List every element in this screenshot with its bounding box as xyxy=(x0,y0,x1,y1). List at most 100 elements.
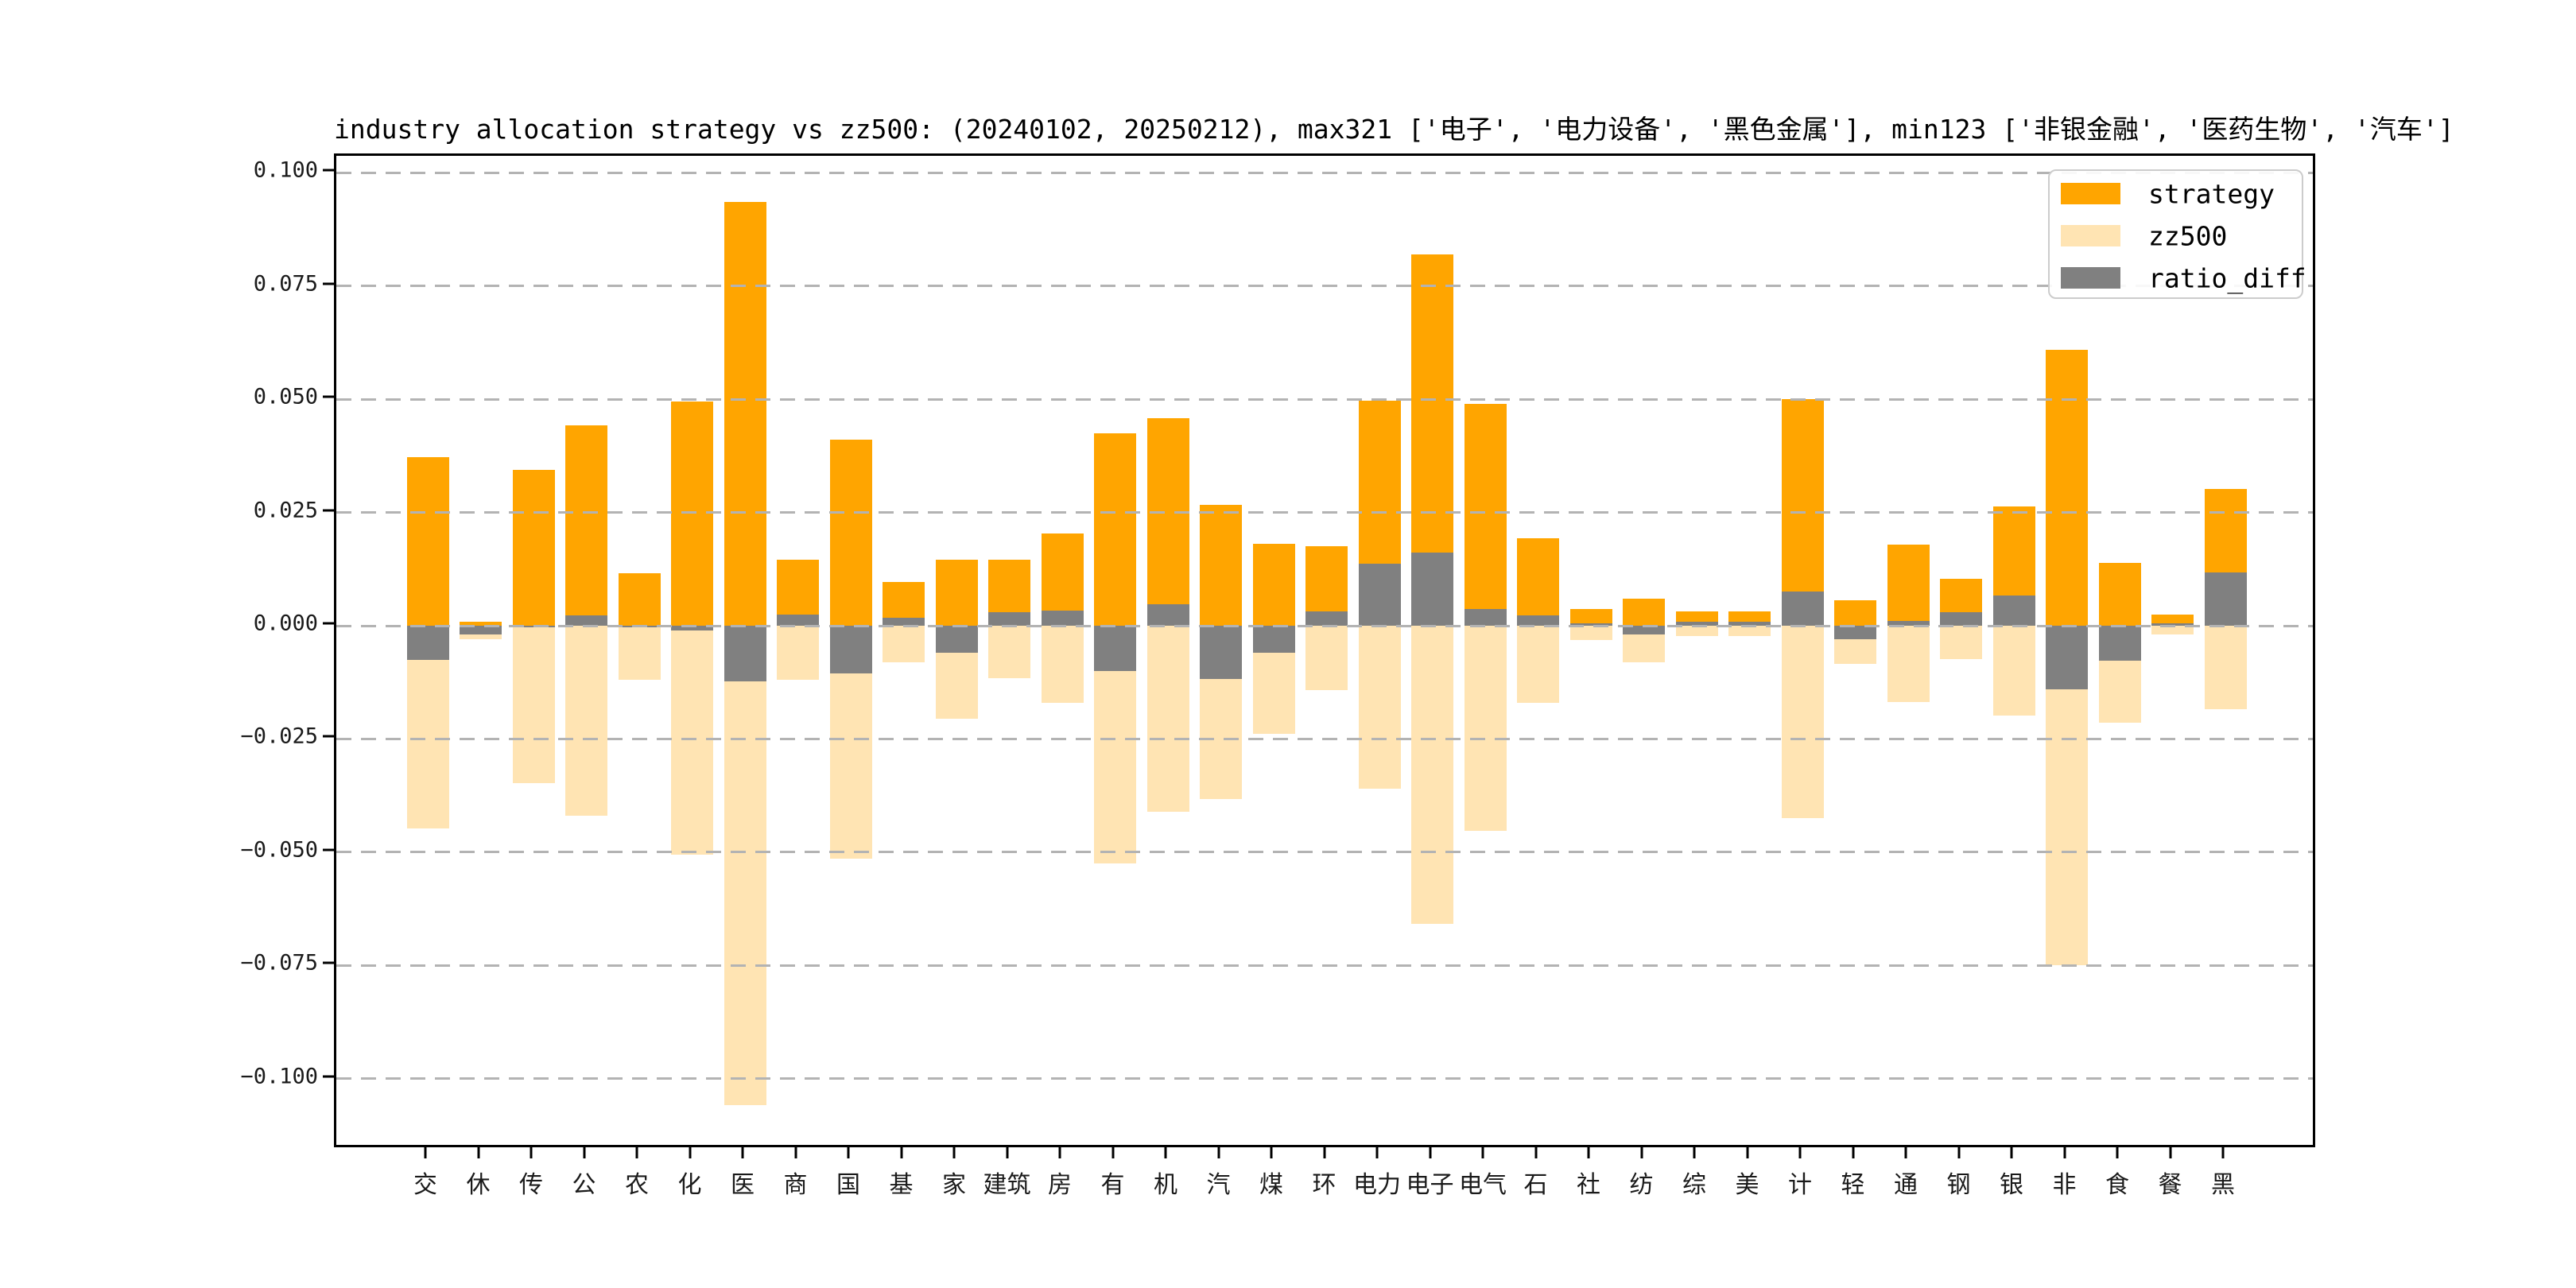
x-tick-mark xyxy=(2010,1147,2013,1158)
bar-ratio-diff xyxy=(777,614,819,626)
bar-ratio-diff xyxy=(1305,611,1348,626)
x-tick-label: 医 xyxy=(731,1171,755,1199)
x-tick-mark xyxy=(952,1147,956,1158)
legend-label: zz500 xyxy=(2148,220,2228,251)
bar-zz500 xyxy=(1464,626,1507,832)
x-tick-mark xyxy=(635,1147,638,1158)
axes xyxy=(334,153,2315,1147)
legend-swatch-ratio_diff xyxy=(2061,267,2120,289)
gridline xyxy=(336,1077,2313,1080)
bar-strategy xyxy=(2151,614,2194,626)
bar-zz500 xyxy=(777,626,819,681)
y-tick-mark xyxy=(323,961,334,964)
x-tick-mark xyxy=(900,1147,902,1158)
y-tick-label: 0.025 xyxy=(253,498,318,523)
gridline xyxy=(336,511,2313,514)
bar-strategy xyxy=(1200,505,1242,626)
gridline xyxy=(336,851,2313,854)
y-tick-label: 0.100 xyxy=(253,157,318,183)
x-tick-mark xyxy=(1375,1147,1379,1158)
bar-strategy xyxy=(618,573,661,626)
x-tick-mark xyxy=(2221,1147,2225,1158)
x-tick-mark xyxy=(1798,1147,1802,1158)
bar-ratio-diff xyxy=(1675,621,1718,626)
bar-zz500 xyxy=(1041,626,1084,703)
x-tick-mark xyxy=(1006,1147,1008,1158)
bar-ratio-diff xyxy=(988,611,1030,626)
y-tick-label: −0.075 xyxy=(240,950,318,976)
bar-zz500 xyxy=(1411,626,1453,925)
bar-zz500 xyxy=(2151,626,2194,635)
x-tick-mark xyxy=(1481,1147,1484,1158)
bar-zz500 xyxy=(1992,626,2035,716)
y-tick-label: 0.000 xyxy=(253,611,318,636)
bar-ratio-diff xyxy=(1464,608,1507,626)
bar-zz500 xyxy=(1887,626,1930,702)
x-tick-label: 房 xyxy=(1048,1171,1072,1199)
x-tick-label: 非 xyxy=(2052,1171,2077,1199)
legend-swatch-strategy xyxy=(2061,183,2120,204)
bar-zz500 xyxy=(988,626,1030,678)
bar-zz500 xyxy=(1569,626,1612,640)
bar-ratio-diff xyxy=(883,618,925,626)
bar-strategy xyxy=(2046,349,2088,626)
y-tick-mark xyxy=(323,735,334,738)
bar-strategy xyxy=(724,202,766,626)
x-tick-mark xyxy=(1640,1147,1643,1158)
x-tick-mark xyxy=(1429,1147,1431,1158)
bar-zz500 xyxy=(1675,626,1718,636)
bar-zz500 xyxy=(2204,626,2247,710)
x-tick-mark xyxy=(1111,1147,1114,1158)
x-tick-label: 美 xyxy=(1735,1171,1759,1199)
y-tick-label: −0.100 xyxy=(240,1064,318,1089)
x-tick-label: 电力 xyxy=(1353,1171,1401,1199)
x-tick-label: 煤 xyxy=(1259,1171,1283,1199)
legend-item-ratio_diff: ratio_diff xyxy=(2050,262,2306,293)
x-tick-label: 商 xyxy=(783,1171,808,1199)
bar-strategy xyxy=(565,425,607,626)
bar-strategy xyxy=(1569,608,1612,626)
x-tick-label: 环 xyxy=(1312,1171,1336,1199)
bar-zz500 xyxy=(1146,626,1189,812)
legend-label: ratio_diff xyxy=(2148,262,2306,293)
x-tick-mark xyxy=(1217,1147,1220,1158)
bar-zz500 xyxy=(618,626,661,680)
bar-ratio-diff xyxy=(1411,553,1453,626)
x-tick-label: 机 xyxy=(1154,1171,1177,1199)
bar-zz500 xyxy=(724,626,766,1105)
gridline xyxy=(336,964,2313,967)
bar-ratio-diff xyxy=(724,626,766,682)
x-tick-mark xyxy=(1164,1147,1167,1158)
bar-strategy xyxy=(512,470,555,626)
bar-strategy xyxy=(1252,544,1295,626)
bar-strategy xyxy=(2098,563,2141,626)
chart-title: industry allocation strategy vs zz500: (… xyxy=(334,114,2454,145)
y-tick-mark xyxy=(323,1075,334,1078)
x-tick-label: 电子 xyxy=(1406,1171,1454,1199)
x-tick-mark xyxy=(2063,1147,2066,1158)
bar-ratio-diff xyxy=(2204,572,2247,626)
x-tick-label: 餐 xyxy=(2158,1171,2182,1199)
x-tick-mark xyxy=(741,1147,744,1158)
bar-strategy xyxy=(1146,418,1189,626)
x-tick-mark xyxy=(1852,1147,1854,1158)
bar-ratio-diff xyxy=(1781,592,1824,626)
x-tick-label: 钢 xyxy=(1946,1171,1971,1199)
bar-ratio-diff xyxy=(1252,626,1295,653)
bar-ratio-diff xyxy=(1569,623,1612,626)
bar-strategy xyxy=(1094,433,1136,626)
bar-strategy xyxy=(829,440,872,626)
bar-ratio-diff xyxy=(671,626,713,630)
x-tick-mark xyxy=(689,1147,691,1158)
bar-zz500 xyxy=(1940,626,1982,660)
gridline xyxy=(336,171,2313,174)
x-tick-mark xyxy=(477,1147,479,1158)
bar-ratio-diff xyxy=(406,626,449,660)
gridline xyxy=(336,285,2313,288)
bar-ratio-diff xyxy=(1940,611,1982,626)
x-tick-label: 计 xyxy=(1788,1171,1812,1199)
legend-swatch-zz500 xyxy=(2061,225,2120,246)
bar-strategy xyxy=(935,560,978,626)
bar-strategy xyxy=(1464,403,1507,626)
